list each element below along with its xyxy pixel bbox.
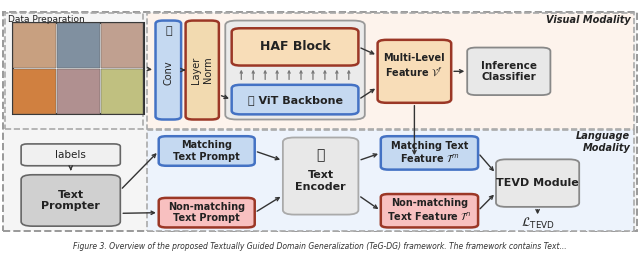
Text: TEVD Module: TEVD Module xyxy=(496,178,579,188)
Text: Data Preparation: Data Preparation xyxy=(8,15,85,24)
FancyBboxPatch shape xyxy=(283,137,358,215)
Bar xyxy=(3,12,637,231)
FancyBboxPatch shape xyxy=(467,48,550,95)
FancyBboxPatch shape xyxy=(232,28,358,66)
Text: 🔒 ViT Backbone: 🔒 ViT Backbone xyxy=(248,95,342,105)
FancyBboxPatch shape xyxy=(21,175,120,226)
FancyBboxPatch shape xyxy=(381,136,478,170)
Text: Text
Prompter: Text Prompter xyxy=(42,190,100,211)
Bar xyxy=(147,13,634,128)
Bar xyxy=(101,23,143,68)
Text: Matching
Text Prompt: Matching Text Prompt xyxy=(173,140,240,162)
FancyBboxPatch shape xyxy=(159,198,255,227)
Bar xyxy=(13,69,56,114)
Text: Non-matching
Text Feature $\mathcal{T}^n$: Non-matching Text Feature $\mathcal{T}^n… xyxy=(387,198,472,223)
FancyBboxPatch shape xyxy=(381,194,478,227)
Text: Figure 3. Overview of the proposed Textually Guided Domain Generalization (TeG-D: Figure 3. Overview of the proposed Textu… xyxy=(73,242,567,251)
FancyBboxPatch shape xyxy=(21,144,120,166)
FancyBboxPatch shape xyxy=(186,21,219,120)
Bar xyxy=(57,23,100,68)
Text: Inference
Classifier: Inference Classifier xyxy=(481,60,537,82)
FancyBboxPatch shape xyxy=(378,40,451,103)
Bar xyxy=(101,69,143,114)
FancyBboxPatch shape xyxy=(159,136,255,166)
Bar xyxy=(13,23,144,114)
Text: 🔒: 🔒 xyxy=(165,26,172,36)
FancyBboxPatch shape xyxy=(496,159,579,207)
FancyBboxPatch shape xyxy=(225,21,365,120)
Bar xyxy=(5,13,143,128)
Text: 🔒: 🔒 xyxy=(316,149,325,162)
Text: Matching Text
Feature $\mathcal{T}^m$: Matching Text Feature $\mathcal{T}^m$ xyxy=(391,141,468,165)
Text: Layer
Norm: Layer Norm xyxy=(191,56,213,84)
Bar xyxy=(13,23,56,68)
Text: labels: labels xyxy=(55,150,86,160)
FancyBboxPatch shape xyxy=(232,85,358,114)
Text: Multi-Level
Feature $\mathcal{V}^f$: Multi-Level Feature $\mathcal{V}^f$ xyxy=(383,53,445,79)
Text: Visual Modality: Visual Modality xyxy=(546,15,630,25)
Text: HAF Block: HAF Block xyxy=(260,40,330,53)
FancyBboxPatch shape xyxy=(156,21,181,120)
Bar xyxy=(147,130,634,231)
Text: Non-matching
Text Prompt: Non-matching Text Prompt xyxy=(168,202,245,224)
Text: Language
Modality: Language Modality xyxy=(576,131,630,153)
Text: Conv: Conv xyxy=(163,60,173,85)
Text: $\mathcal{L}_{\mathrm{TEVD}}$: $\mathcal{L}_{\mathrm{TEVD}}$ xyxy=(521,216,554,231)
Text: Text
Encoder: Text Encoder xyxy=(295,170,346,192)
Bar xyxy=(57,69,100,114)
